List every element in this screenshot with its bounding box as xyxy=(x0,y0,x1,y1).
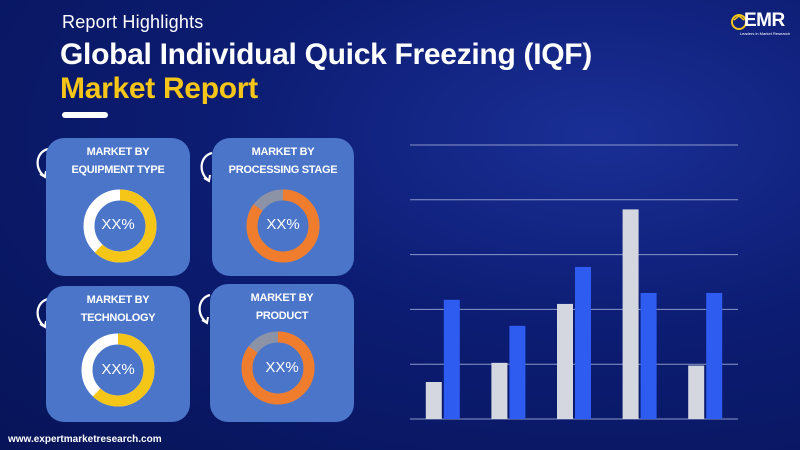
footer-website: www.expertmarketresearch.com xyxy=(8,434,162,445)
chart-bars xyxy=(425,209,723,419)
chart-bar-series2-cat2 xyxy=(509,325,526,419)
donut-value: XX% xyxy=(265,359,299,376)
chart-bar-series2-cat1 xyxy=(443,299,460,419)
chart-bar-series2-cat5 xyxy=(706,292,723,419)
card-equipment-type: MARKET BY EQUIPMENT TYPE XX% xyxy=(46,138,190,276)
report-subtitle: Report Highlights xyxy=(62,12,204,32)
donut-chart-processing xyxy=(246,189,320,263)
donut-value: XX% xyxy=(266,216,300,233)
swirl-arrow-icon xyxy=(198,293,211,325)
chart-bar-series1-cat4 xyxy=(622,209,639,419)
logo-tagline: Leaders in Market Research xyxy=(739,31,791,36)
card-label-line1: MARKET BY xyxy=(86,294,150,306)
chart-bar-series1-cat2 xyxy=(491,362,508,419)
card-label-line2: PROCESSING STAGE xyxy=(228,164,338,176)
chart-bar-series1-cat1 xyxy=(425,382,442,419)
chart-gridlines xyxy=(410,144,738,420)
title-underline xyxy=(62,112,108,118)
bar-chart xyxy=(410,144,738,420)
logo-text: EMR xyxy=(744,10,785,31)
donut-value: XX% xyxy=(101,361,135,378)
chart-bar-series2-cat4 xyxy=(640,292,657,419)
donut-fill xyxy=(241,331,315,405)
card-label-line1: MARKET BY xyxy=(251,146,315,158)
card-label-line1: MARKET BY xyxy=(250,292,314,304)
swirl-arrow-icon xyxy=(36,147,49,179)
donut-chart-technology xyxy=(81,333,155,407)
card-processing-stage: MARKET BY PROCESSING STAGE XX% xyxy=(212,138,354,276)
swirl-arrow-icon xyxy=(36,297,49,329)
card-label-line2: EQUIPMENT TYPE xyxy=(71,164,165,176)
donut-fill xyxy=(246,189,320,263)
card-product: MARKET BY PRODUCT XX% xyxy=(210,284,354,422)
card-technology: MARKET BY TECHNOLOGY XX% xyxy=(46,286,190,422)
chart-bar-series1-cat3 xyxy=(557,303,573,419)
donut-value: XX% xyxy=(101,216,135,233)
chart-bar-series2-cat3 xyxy=(575,266,591,419)
donut-fill xyxy=(83,189,157,263)
chart-bar-series1-cat5 xyxy=(688,365,705,419)
card-label-line1: MARKET BY xyxy=(86,146,150,158)
card-label-line2: TECHNOLOGY xyxy=(80,312,156,324)
card-label-line2: PRODUCT xyxy=(255,310,309,322)
report-title-line1: Global Individual Quick Freezing (IQF) xyxy=(60,38,592,71)
swirl-arrow-icon xyxy=(200,151,213,183)
donut-fill xyxy=(81,333,155,407)
emr-logo-icon xyxy=(731,14,747,30)
donut-chart-equipment xyxy=(83,189,157,263)
report-title-line2: Market Report xyxy=(60,72,258,105)
donut-chart-product xyxy=(241,331,315,405)
